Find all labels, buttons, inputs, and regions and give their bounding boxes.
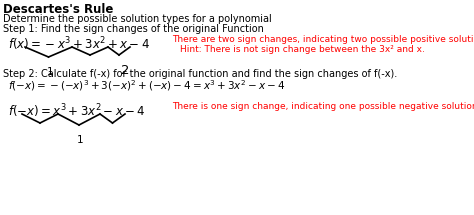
Text: Step 1: Find the sign changes of the original Function: Step 1: Find the sign changes of the ori… bbox=[3, 24, 264, 34]
Text: Hint: There is not sign change between the 3x² and x.: Hint: There is not sign change between t… bbox=[180, 45, 425, 54]
Text: There are two sign changes, indicating two possible positive solutions.: There are two sign changes, indicating t… bbox=[172, 35, 474, 44]
Text: Determine the possible solution types for a polynomial: Determine the possible solution types fo… bbox=[3, 14, 272, 24]
Text: $f(-x) = x^3 + 3x^2 - x - 4$: $f(-x) = x^3 + 3x^2 - x - 4$ bbox=[8, 102, 146, 120]
Text: Descartes's Rule: Descartes's Rule bbox=[3, 3, 113, 16]
Text: 1: 1 bbox=[46, 67, 53, 77]
Text: 1: 1 bbox=[77, 135, 83, 145]
Text: $f(x) = -x^3 + 3x^2 + x - 4$: $f(x) = -x^3 + 3x^2 + x - 4$ bbox=[8, 35, 150, 53]
Text: $f(-x) = -(-x)^3 + 3(-x)^2 + (-x) - 4 = x^3 + 3x^2 - x - 4$: $f(-x) = -(-x)^3 + 3(-x)^2 + (-x) - 4 = … bbox=[8, 78, 285, 93]
Text: $\mathit{2}$: $\mathit{2}$ bbox=[120, 64, 129, 77]
Text: Step 2: Calculate f(-x) for the original function and find the sign changes of f: Step 2: Calculate f(-x) for the original… bbox=[3, 69, 397, 79]
Text: There is one sign change, indicating one possible negative solution.: There is one sign change, indicating one… bbox=[172, 102, 474, 111]
